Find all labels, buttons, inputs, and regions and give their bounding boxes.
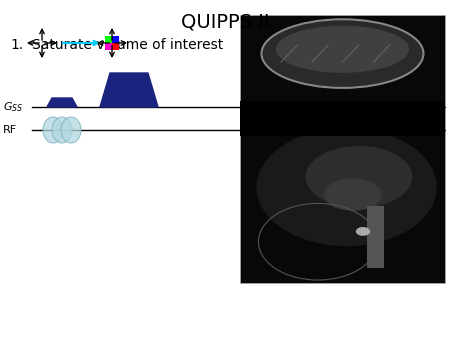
- Ellipse shape: [262, 20, 423, 87]
- Polygon shape: [100, 73, 158, 107]
- Bar: [240, 15, 445, 283]
- Text: Saturate volume of interest: Saturate volume of interest: [32, 38, 223, 52]
- Polygon shape: [47, 98, 77, 107]
- Ellipse shape: [324, 178, 382, 211]
- Bar: [367, 207, 383, 268]
- Ellipse shape: [306, 146, 412, 208]
- Text: QUIPPS II: QUIPPS II: [181, 12, 269, 31]
- Ellipse shape: [256, 128, 437, 246]
- Ellipse shape: [52, 117, 72, 143]
- Ellipse shape: [276, 26, 409, 73]
- Ellipse shape: [43, 117, 63, 143]
- Ellipse shape: [61, 117, 81, 143]
- Text: $G_{SS}$: $G_{SS}$: [3, 100, 23, 114]
- Bar: [112, 36, 119, 43]
- Bar: [105, 43, 112, 50]
- Bar: [105, 36, 112, 43]
- Text: RF: RF: [3, 125, 17, 135]
- Ellipse shape: [356, 227, 370, 236]
- Bar: [112, 43, 119, 50]
- Bar: [240, 101, 445, 136]
- Text: 1.: 1.: [10, 38, 23, 52]
